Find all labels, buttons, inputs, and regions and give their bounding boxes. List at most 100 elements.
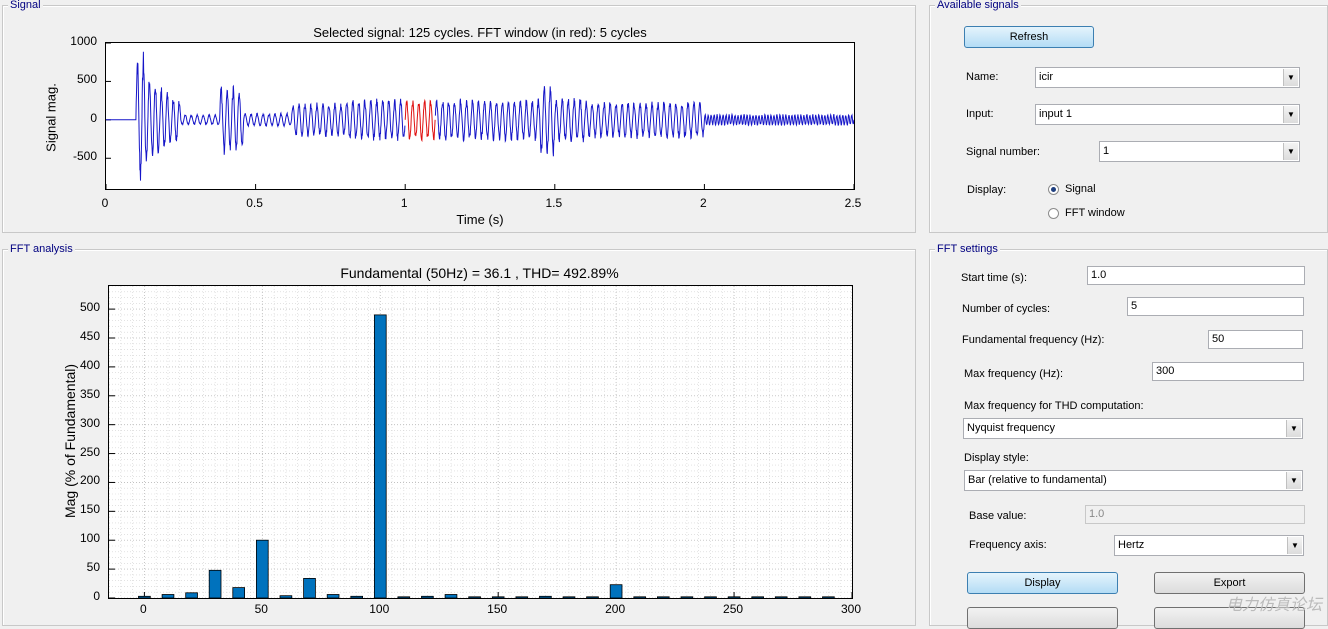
y-tick-label: 0 (93, 589, 100, 603)
bar (657, 596, 670, 598)
fundamental-freq-label: Fundamental frequency (Hz): (962, 334, 1105, 346)
name-label: Name: (966, 71, 999, 83)
input-value: input 1 (1039, 108, 1073, 120)
fft-window-radio-label[interactable]: FFT window (1065, 207, 1125, 219)
name-value: icir (1039, 71, 1054, 83)
bar (373, 314, 387, 598)
bar (255, 539, 269, 598)
bar (704, 596, 717, 598)
bar (185, 592, 198, 598)
y-tick-label: 200 (79, 473, 100, 488)
frequency-axis-label: Frequency axis: (969, 539, 1047, 551)
display-style-dropdown[interactable]: Bar (relative to fundamental) ▼ (964, 470, 1303, 491)
bar (138, 595, 151, 598)
bar (774, 596, 788, 598)
fft-window-radio[interactable] (1048, 208, 1059, 219)
signal-trace (434, 86, 854, 157)
chevron-down-icon: ▼ (1287, 537, 1302, 554)
bar (798, 596, 812, 598)
chevron-down-icon: ▼ (1283, 106, 1298, 123)
chevron-down-icon: ▼ (1286, 472, 1301, 489)
input-label: Input: (966, 108, 994, 120)
signal-panel-title: Signal (8, 0, 43, 12)
start-time-field[interactable]: 1.0 (1087, 266, 1305, 285)
y-tick-label: 50 (86, 560, 100, 575)
chevron-down-icon: ▼ (1283, 69, 1298, 86)
bar (822, 596, 835, 598)
x-tick-label: 200 (605, 602, 626, 616)
x-tick-label: 150 (487, 602, 508, 616)
fft-plot-title: Fundamental (50Hz) = 36.1 , THD= 492.89% (340, 265, 619, 281)
y-tick-label: 1000 (70, 34, 97, 48)
bar (586, 596, 599, 598)
chevron-down-icon: ▼ (1283, 143, 1298, 160)
y-tick-label: 250 (79, 444, 100, 459)
x-tick-label: 250 (723, 602, 744, 616)
y-tick-label: 150 (79, 502, 100, 517)
bar (562, 596, 576, 598)
x-tick-label: 0 (140, 602, 147, 616)
x-tick-label: 0 (101, 196, 109, 210)
y-tick-label: 400 (79, 357, 100, 372)
x-tick-label: 1 (400, 196, 408, 210)
x-tick-label: 0.5 (246, 196, 263, 210)
x-tick-label: 2.5 (844, 196, 862, 210)
input-dropdown[interactable]: input 1 ▼ (1035, 104, 1300, 125)
help-button[interactable] (967, 607, 1118, 629)
frequency-axis-dropdown[interactable]: Hertz ▼ (1114, 535, 1304, 556)
bar (468, 596, 481, 598)
signal-number-label: Signal number: (966, 146, 1040, 158)
settings-panel-title: FFT settings (935, 242, 1000, 256)
available-signals-panel: Available signals (929, 0, 1328, 233)
fft-panel-title: FFT analysis (8, 242, 75, 256)
fft-window-trace (404, 98, 436, 143)
bar (680, 596, 694, 598)
name-dropdown[interactable]: icir ▼ (1035, 67, 1300, 88)
thd-freq-dropdown[interactable]: Nyquist frequency ▼ (963, 418, 1303, 439)
bar (633, 596, 646, 598)
bar (539, 595, 552, 598)
bar (350, 595, 364, 598)
x-tick-label: 50 (254, 602, 268, 616)
signal-number-dropdown[interactable]: 1 ▼ (1099, 141, 1300, 162)
thd-freq-value: Nyquist frequency (967, 422, 1056, 434)
max-freq-label: Max frequency (Hz): (964, 368, 1064, 380)
watermark: 电力仿真论坛 (1225, 597, 1322, 614)
bar (421, 595, 434, 598)
x-tick-label: 1.5 (545, 196, 563, 210)
fft-plot (108, 285, 853, 599)
x-tick-label: 2 (700, 196, 707, 210)
display-style-label: Display style: (964, 452, 1029, 464)
refresh-button[interactable]: Refresh (964, 26, 1094, 48)
frequency-axis-value: Hertz (1118, 539, 1145, 551)
signal-y-label: Signal mag. (43, 83, 59, 152)
max-freq-field[interactable]: 300 (1152, 362, 1304, 381)
bar (397, 596, 411, 598)
y-tick-label: 300 (79, 415, 100, 430)
display-button[interactable]: Display (967, 572, 1118, 594)
display-style-value: Bar (relative to fundamental) (968, 474, 1107, 486)
export-button[interactable]: Export (1154, 572, 1305, 594)
y-tick-label: -500 (72, 149, 97, 164)
x-tick-label: 300 (840, 602, 862, 616)
bar (444, 594, 458, 598)
y-tick-label: 450 (79, 329, 100, 343)
signal-plot (105, 42, 855, 190)
y-tick-label: 0 (90, 110, 97, 125)
fundamental-freq-field[interactable]: 50 (1208, 330, 1303, 349)
cycles-field[interactable]: 5 (1127, 297, 1304, 316)
start-time-label: Start time (s): (961, 272, 1028, 284)
signal-radio[interactable] (1048, 184, 1059, 195)
y-tick-label: 350 (79, 386, 100, 401)
signal-x-label: Time (s) (456, 212, 504, 227)
bar (751, 596, 764, 598)
signal-number-value: 1 (1103, 145, 1110, 157)
bar (326, 594, 340, 598)
signal-radio-label[interactable]: Signal (1065, 183, 1096, 195)
bar (279, 595, 293, 598)
base-value-label: Base value: (969, 510, 1027, 522)
cycles-label: Number of cycles: (962, 303, 1051, 315)
bar (515, 596, 529, 598)
signal-plot-title: Selected signal: 125 cycles. FFT window … (313, 25, 647, 40)
available-panel-title: Available signals (935, 0, 1021, 12)
